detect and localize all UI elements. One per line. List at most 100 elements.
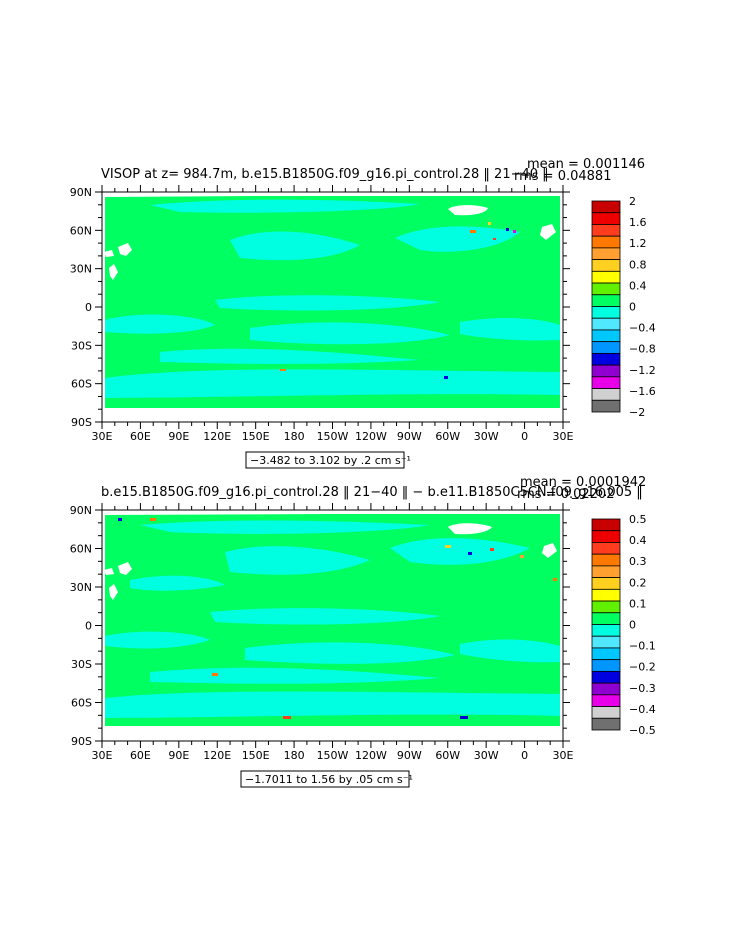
- panel-2-band-north-atlantic: [390, 538, 530, 565]
- panel-2-band-southern-ocean: [105, 691, 560, 718]
- x-tick-label: 60W: [435, 430, 460, 443]
- colorbar-label: −0.3: [629, 682, 656, 695]
- colorbar-label: −0.4: [629, 322, 656, 335]
- x-tick-label: 150W: [317, 749, 349, 762]
- panel-2-speck: [445, 545, 451, 548]
- colorbar-swatch: [591, 588, 621, 602]
- panel-1-band-south-pac: [250, 322, 450, 345]
- panel-2-speck: [460, 716, 468, 719]
- panel-2: mean = 0.0001942 b.e15.B1850G.f09_g16.pi…: [70, 475, 656, 788]
- panel-2-speck: [468, 552, 472, 555]
- colorbar-label: 0: [629, 619, 636, 632]
- x-tick-label: 120W: [355, 749, 387, 762]
- x-tick-label: 120W: [355, 430, 387, 443]
- panel-2-speck: [118, 518, 122, 521]
- panel-1-speck: [280, 369, 286, 371]
- x-tick-label: 60W: [435, 749, 460, 762]
- x-tick-label: 150E: [242, 430, 270, 443]
- colorbar-swatch: [591, 706, 621, 719]
- x-tick-label: 120E: [203, 749, 231, 762]
- panel-1-band-southern-ocean: [105, 369, 560, 398]
- panel-1-speck: [444, 376, 448, 379]
- panel-2-band-south-mid: [150, 667, 440, 684]
- x-tick-label: 30E: [92, 749, 113, 762]
- colorbar-label: −0.8: [629, 343, 656, 356]
- y-tick-label: 90S: [71, 416, 92, 429]
- y-tick-label: 30S: [71, 658, 92, 671]
- x-tick-label: 150W: [317, 430, 349, 443]
- panel-2-speck: [283, 716, 291, 719]
- panel-2-range-label: −1.7011 to 1.56 by .05 cm s⁻¹: [245, 773, 413, 786]
- x-tick-label: 60E: [130, 749, 151, 762]
- panel-1-range-box: [245, 451, 405, 469]
- colorbar-label: −0.1: [629, 640, 656, 653]
- x-tick-label: 30E: [553, 749, 574, 762]
- colorbar-swatch: [591, 399, 621, 413]
- panel-1-island-c: [109, 264, 118, 280]
- colorbar-swatch: [591, 682, 621, 696]
- colorbar-label: −2: [629, 406, 645, 419]
- panel-2-speck: [212, 673, 218, 676]
- x-tick-label: 30W: [474, 430, 499, 443]
- panel-1-speck: [513, 230, 516, 233]
- panel-2-band-trop-w: [105, 631, 210, 649]
- panel-2-island-d: [542, 543, 557, 558]
- colorbar-label: −0.5: [629, 724, 656, 737]
- x-tick-label: 30E: [92, 430, 113, 443]
- panel-2-band-arctic: [140, 520, 430, 534]
- colorbar-label: 2: [629, 195, 636, 208]
- panel-1-mean: mean = 0.001146: [527, 157, 645, 172]
- y-tick-label: 60N: [70, 543, 92, 556]
- colorbar-label: 0.5: [629, 513, 647, 526]
- panel-1-band-north-pacific: [230, 231, 360, 261]
- colorbar-swatch: [591, 329, 621, 343]
- panel-2-map: [102, 510, 563, 741]
- y-tick-label: 30N: [70, 263, 92, 276]
- panel-2-greenland: [448, 523, 492, 535]
- colorbar-swatch: [591, 518, 621, 532]
- colorbar-swatch: [591, 270, 621, 284]
- panel-1-speck: [488, 222, 491, 225]
- panel-1-island-d: [540, 224, 556, 240]
- panel-1-rms: rms = 0.04881: [514, 169, 611, 184]
- x-tick-label: 90E: [168, 430, 189, 443]
- panel-2-mean: mean = 0.0001942: [520, 475, 646, 490]
- panel-1-band-trop-1: [105, 314, 215, 334]
- panel-1-title: VISOP at z= 984.7m, b.e15.B1850G.f09_g16…: [101, 167, 549, 182]
- panel-2-band-north-pacific: [225, 546, 370, 575]
- colorbar-label: −1.6: [629, 385, 656, 398]
- panel-1-band-trop-2: [215, 295, 440, 311]
- panel-2-arctic-land: [102, 510, 563, 514]
- x-tick-label: 30E: [553, 430, 574, 443]
- colorbar-label: 1.6: [629, 216, 647, 229]
- y-tick-label: 0: [85, 301, 92, 314]
- colorbar-swatch: [591, 694, 621, 707]
- colorbar-swatch: [591, 247, 621, 261]
- panel-1-antarctica: [102, 408, 563, 422]
- colorbar-swatch: [591, 294, 621, 307]
- colorbar-swatch: [591, 282, 621, 296]
- x-tick-label: 90E: [168, 749, 189, 762]
- colorbar-swatch: [591, 553, 621, 567]
- colorbar-swatch: [591, 376, 621, 389]
- panel-1-band-south-atl: [460, 318, 560, 341]
- colorbar-label: 1.2: [629, 237, 647, 250]
- colorbar-swatch: [591, 352, 621, 366]
- x-tick-label: 0: [521, 430, 528, 443]
- panel-1-speck: [470, 230, 476, 233]
- panel-2-band-south-atl: [460, 639, 560, 663]
- panel-1-colorbar: 2 1.6 1.2 0.8 0.4 0 −0.4 −0.8 −1.2 −1.6 −2: [591, 195, 656, 419]
- panel-1: mean = 0.001146 rms = 0.04881 VISOP at z…: [70, 157, 656, 469]
- colorbar-label: 0.4: [629, 534, 647, 547]
- y-tick-label: 60S: [71, 378, 92, 391]
- x-tick-label: 0: [521, 749, 528, 762]
- colorbar-swatch: [591, 577, 621, 590]
- colorbar-label: 0.2: [629, 576, 647, 589]
- x-tick-label: 180: [284, 749, 305, 762]
- panel-1-greenland: [448, 205, 488, 216]
- colorbar-swatch: [591, 635, 621, 649]
- colorbar-label: −0.4: [629, 703, 656, 716]
- panel-1-speck: [493, 238, 496, 240]
- panel-1-island-b: [104, 250, 114, 257]
- colorbar-label: 0.4: [629, 279, 647, 292]
